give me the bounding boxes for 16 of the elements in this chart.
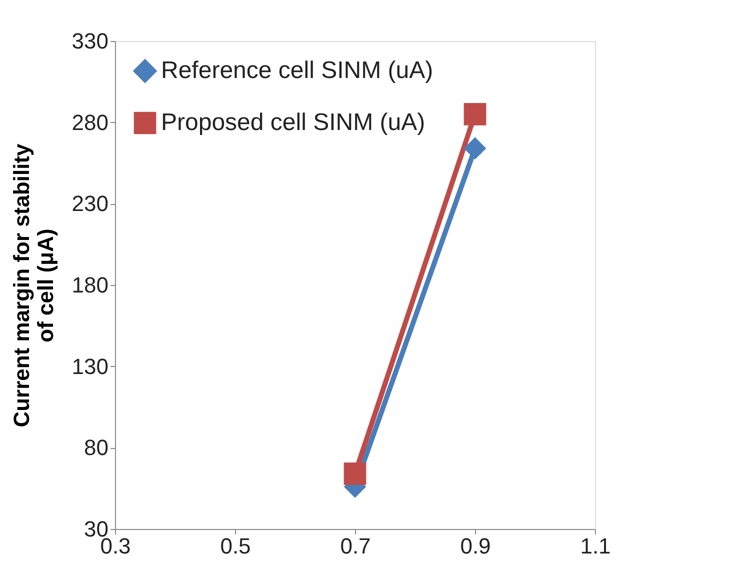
y-tick-label: 230 (72, 191, 108, 216)
y-tick-label: 180 (72, 272, 108, 298)
point (464, 137, 486, 160)
y-tick-label: 130 (72, 354, 108, 379)
point (344, 462, 366, 485)
point (464, 103, 486, 126)
y-tick-label: 280 (72, 110, 108, 135)
x-tick-label: 1.1 (580, 534, 611, 558)
x-tick-label: 0.7 (340, 534, 371, 558)
y-axis-title: Current margin for stability of cell (μA) (8, 142, 58, 428)
y-tick-label: 80 (84, 435, 108, 460)
y-tick-label: 330 (72, 28, 108, 54)
x-tick-label: 0.5 (220, 534, 251, 558)
legend-label: Proposed cell SINM (uA) (161, 109, 426, 136)
x-tick-label: 0.9 (460, 534, 491, 558)
legend-label: Reference cell SINM (uA) (161, 57, 434, 84)
